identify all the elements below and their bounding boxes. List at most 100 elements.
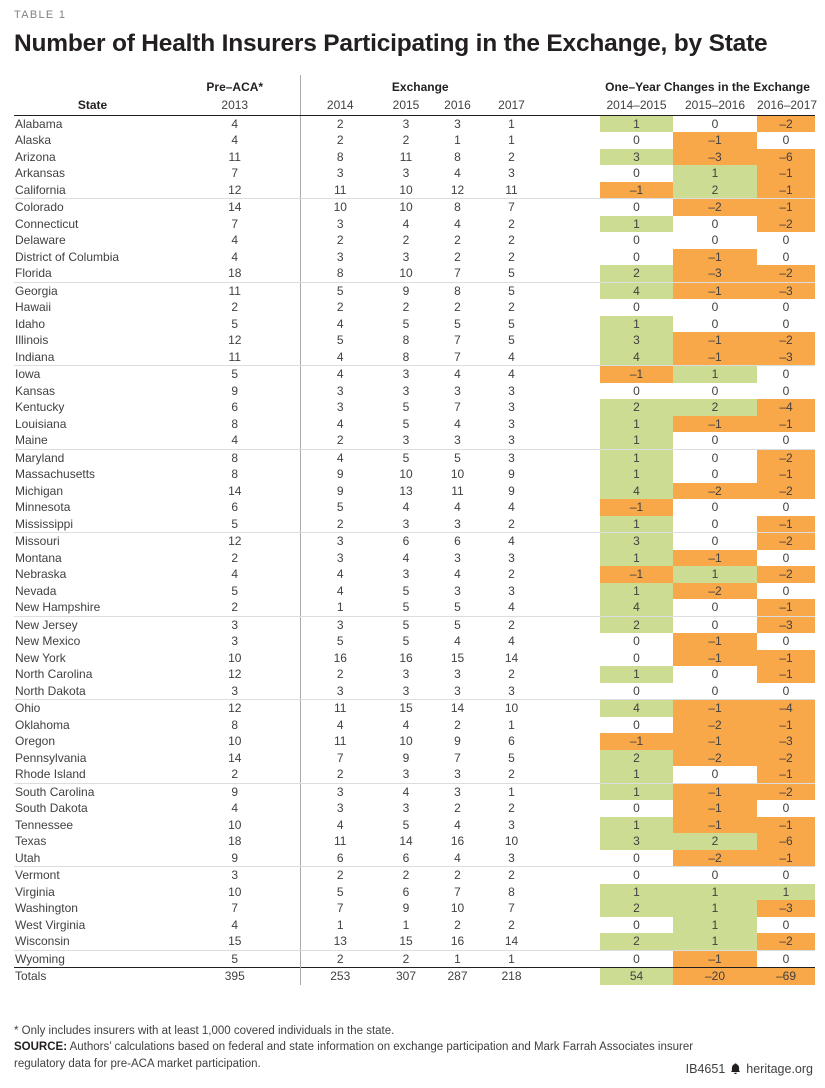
- state-name-cell: Maine: [14, 432, 170, 450]
- exchange-value-cell: 2: [402, 951, 410, 966]
- pre-aca-value-cell: 5: [231, 583, 239, 598]
- change-value-cell: –3: [757, 616, 816, 633]
- exchange-value-cell: 3: [402, 383, 410, 398]
- notes-block: * Only includes insurers with at least 1…: [14, 1023, 815, 1073]
- pre-aca-value-cell: 4: [231, 116, 239, 131]
- change-value-cell: 0: [673, 466, 758, 483]
- gap-cell: [540, 849, 601, 867]
- change-value-cell: 0: [600, 716, 674, 733]
- state-name-cell: South Carolina: [15, 784, 95, 799]
- exchange-value-cell: 7: [299, 900, 380, 917]
- exchange-value-cell: 1: [508, 116, 515, 131]
- exchange-value-cell: 4: [483, 599, 541, 617]
- pre-aca-value-cell: 10: [228, 650, 242, 665]
- change-value-cell: 0: [673, 232, 758, 249]
- change-value-cell: –2: [673, 716, 758, 733]
- change-value-cell: 0: [757, 248, 816, 265]
- exchange-value-cell: 10: [399, 200, 413, 214]
- table-row: Hawaii 2 2 2 2 2 0 0 0: [14, 299, 816, 316]
- pre-aca-value-cell: 9: [231, 784, 239, 799]
- exchange-value-cell: 3: [380, 432, 432, 450]
- change-value-cell: 0: [673, 299, 758, 316]
- exchange-value-cell: 16: [299, 649, 380, 666]
- exchange-value-cell: 2: [402, 233, 410, 247]
- exchange-value-cell: 2: [402, 133, 410, 147]
- exchange-value-cell: 4: [299, 816, 380, 833]
- exchange-value-cell: 9: [508, 483, 515, 498]
- state-name-cell: Texas: [15, 834, 47, 848]
- change-value-cell: 1: [600, 466, 674, 483]
- pre-aca-value-cell: 10: [228, 817, 242, 832]
- exchange-value-cell: 3: [380, 682, 432, 700]
- exchange-value-cell: 3: [483, 432, 541, 450]
- gap-cell: [540, 599, 601, 617]
- gap-cell: [540, 181, 601, 199]
- change-value-cell: –2: [757, 449, 816, 466]
- pre-aca-value-cell: 18: [228, 834, 242, 848]
- exchange-value-cell: 2: [454, 917, 461, 932]
- exchange-value-cell: 8: [454, 283, 461, 298]
- state-name-cell: Montana: [15, 550, 62, 565]
- exchange-value-cell: 3: [483, 682, 541, 700]
- change-value-cell: 0: [600, 800, 674, 817]
- exchange-value-cell: 3: [483, 849, 541, 867]
- state-name-cell: Wisconsin: [14, 933, 170, 951]
- gap-cell: [540, 750, 600, 767]
- exchange-value-cell: 3: [454, 583, 461, 598]
- table-row: Kentucky 6 3 5 7 3 2 2 –4: [14, 399, 816, 416]
- table-row: Virginia 10 5 6 7 8 1 1 1: [14, 883, 816, 900]
- exchange-value-cell: 9: [299, 466, 380, 483]
- exchange-value-cell: 3: [508, 450, 515, 465]
- exchange-value-cell: 5: [454, 450, 461, 465]
- exchange-value-cell: 6: [380, 849, 432, 867]
- table-row: District of Columbia 4 3 3 2 2 0 –1 0: [14, 248, 816, 266]
- exchange-value-cell: 10: [399, 734, 413, 748]
- exchange-value-cell: 1: [454, 951, 461, 966]
- change-value-cell: –3: [673, 148, 758, 165]
- change-value-cell: 3: [600, 532, 674, 550]
- exchange-value-cell: 10: [380, 265, 432, 283]
- change-value-cell: –1: [600, 181, 674, 199]
- exchange-value-cell: 3: [299, 682, 380, 700]
- change-value-cell: 0: [600, 232, 674, 249]
- gap-cell: [540, 299, 600, 316]
- state-name-cell: North Dakota: [14, 682, 170, 700]
- pre-aca-year-header: 2013: [170, 96, 300, 116]
- change-value-cell: 3: [600, 148, 674, 165]
- change-value-cell: 0: [673, 666, 758, 683]
- change-value-cell: –4: [757, 699, 816, 717]
- change-value-cell: –20: [673, 967, 758, 985]
- change-value-cell: 1: [673, 365, 758, 383]
- change-value-cell: –1: [600, 499, 674, 516]
- pre-aca-value-cell: 2: [231, 300, 239, 314]
- change-value-cell: 0: [600, 198, 674, 216]
- pre-aca-value-cell: 3: [231, 868, 239, 882]
- exchange-value-cell: 11: [451, 483, 464, 498]
- state-name-cell: Delaware: [15, 233, 66, 247]
- exchange-value-cell: 3: [299, 800, 380, 817]
- change-value-cell: 1: [757, 883, 816, 900]
- exchange-value-cell: 7: [454, 333, 461, 347]
- change-value-cell: –3: [757, 733, 816, 750]
- pre-aca-value-cell: 3: [170, 682, 300, 700]
- table-row: Illinois 12 5 8 7 5 3 –1 –2: [14, 332, 816, 349]
- change-value-cell: –1: [673, 549, 758, 566]
- exchange-value-cell: 2: [508, 868, 515, 882]
- exchange-value-cell: 7: [454, 884, 461, 899]
- change-value-cell: –2: [757, 265, 816, 283]
- site-link[interactable]: heritage.org: [746, 1062, 813, 1076]
- change-value-cell: 3: [600, 332, 674, 349]
- pre-aca-value-cell: 8: [231, 450, 239, 465]
- exchange-value-cell: 2: [454, 249, 461, 264]
- exchange-value-cell: 4: [454, 416, 461, 431]
- exchange-value-cell: 5: [483, 265, 541, 283]
- gap-cell: [540, 249, 600, 266]
- totals-row: Totals 395 253 307 287 218 54 –20 –69: [14, 967, 816, 985]
- state-name-cell: West Virginia: [15, 917, 86, 932]
- state-name-cell: Tennessee: [15, 817, 74, 832]
- change-period-header: 2014–2015: [600, 96, 674, 116]
- change-value-cell: 2: [673, 181, 758, 199]
- change-value-cell: –2: [673, 749, 758, 766]
- exchange-value-cell: 3: [299, 165, 380, 182]
- exchange-value-cell: 1: [508, 133, 515, 147]
